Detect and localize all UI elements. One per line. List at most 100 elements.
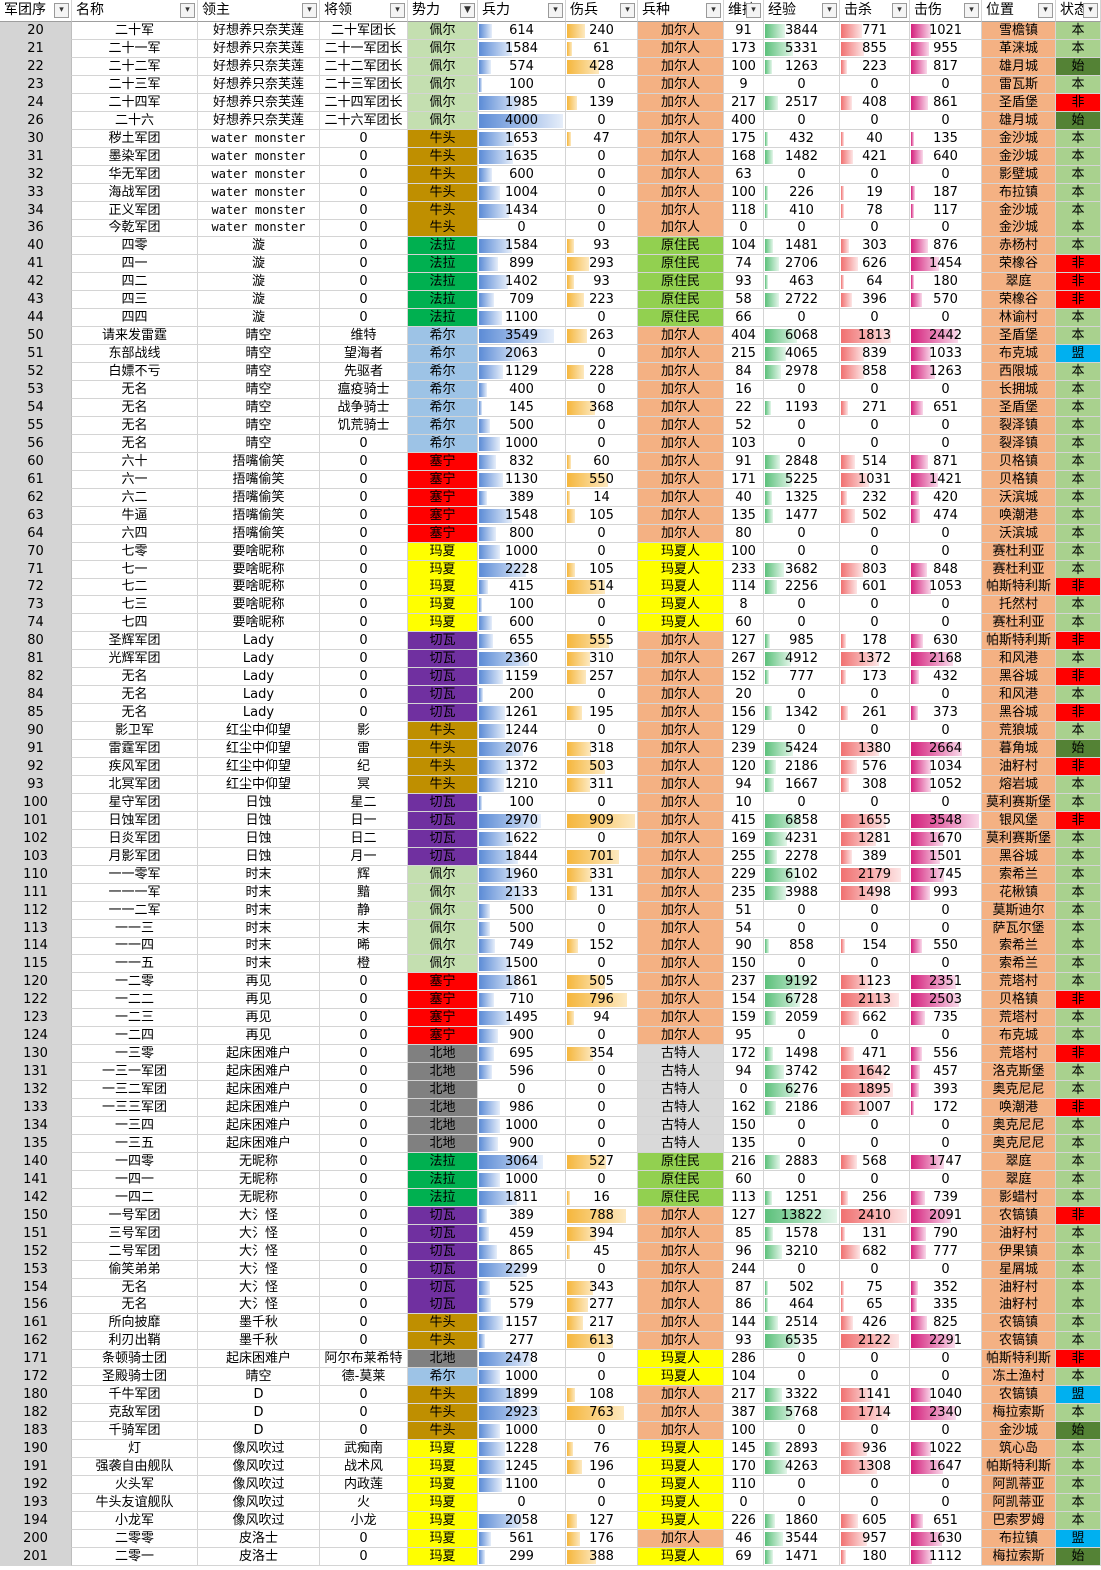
cell-location[interactable]: 荒塔村 — [982, 1009, 1056, 1028]
cell-troops[interactable]: 1228 — [478, 1440, 566, 1459]
cell-experience[interactable]: 1481 — [764, 237, 840, 256]
cell-faction[interactable]: 牛头 — [408, 1422, 478, 1441]
cell-wounds[interactable]: 1745 — [910, 865, 982, 884]
cell-troop-type[interactable]: 加尔人 — [638, 1332, 724, 1351]
cell-status[interactable]: 本 — [1056, 75, 1101, 94]
cell-experience[interactable]: 502 — [764, 1278, 840, 1297]
cell-troop-type[interactable]: 玛夏人 — [638, 560, 724, 579]
cell-experience[interactable]: 3682 — [764, 560, 840, 579]
cell-wounds[interactable]: 550 — [910, 937, 982, 956]
cell-general[interactable]: 0 — [320, 1045, 408, 1064]
cell-troops[interactable]: 596 — [478, 1063, 566, 1082]
cell-general[interactable]: 内政莲 — [320, 1475, 408, 1494]
cell-id[interactable]: 152 — [0, 1242, 72, 1261]
cell-status[interactable]: 本 — [1056, 614, 1101, 633]
cell-faction[interactable]: 希尔 — [408, 434, 478, 453]
cell-upkeep[interactable]: 226 — [724, 1511, 764, 1530]
header-experience[interactable]: 经验 ▾ — [764, 0, 840, 22]
cell-faction[interactable]: 佩尔 — [408, 883, 478, 902]
cell-upkeep[interactable]: 168 — [724, 147, 764, 166]
cell-name[interactable]: 无名 — [72, 1296, 198, 1315]
cell-location[interactable]: 圣盾堡 — [982, 398, 1056, 417]
cell-experience[interactable]: 1263 — [764, 57, 840, 76]
cell-kills[interactable]: 502 — [840, 506, 910, 525]
filter-dropdown-icon[interactable]: ▾ — [1083, 3, 1098, 18]
cell-troops[interactable]: 1500 — [478, 955, 566, 974]
cell-kills[interactable]: 0 — [840, 596, 910, 615]
cell-faction[interactable]: 希尔 — [408, 398, 478, 417]
cell-id[interactable]: 100 — [0, 793, 72, 812]
cell-lord[interactable]: 漩 — [198, 309, 320, 328]
cell-upkeep[interactable]: 215 — [724, 345, 764, 364]
cell-troops[interactable]: 2063 — [478, 345, 566, 364]
cell-location[interactable]: 洛克斯堡 — [982, 1063, 1056, 1082]
cell-name[interactable]: 六一 — [72, 470, 198, 489]
cell-lord[interactable]: 再见 — [198, 1027, 320, 1046]
cell-upkeep[interactable]: 16 — [724, 381, 764, 399]
cell-wounded[interactable]: 240 — [566, 22, 638, 40]
cell-experience[interactable]: 0 — [764, 1475, 840, 1494]
cell-upkeep[interactable]: 85 — [724, 1224, 764, 1243]
cell-lord[interactable]: 好想养只奈芙莲 — [198, 111, 320, 130]
cell-experience[interactable]: 0 — [764, 75, 840, 94]
cell-name[interactable]: 影卫军 — [72, 722, 198, 741]
cell-name[interactable]: 四三 — [72, 291, 198, 310]
cell-experience[interactable]: 3988 — [764, 883, 840, 902]
cell-id[interactable]: 41 — [0, 255, 72, 274]
cell-name[interactable]: 北冥军团 — [72, 775, 198, 794]
cell-name[interactable]: 无名 — [72, 434, 198, 453]
cell-lord[interactable]: 像风吹过 — [198, 1475, 320, 1494]
cell-troops[interactable]: 1000 — [478, 1116, 566, 1135]
cell-troop-type[interactable]: 加尔人 — [638, 470, 724, 489]
cell-status[interactable]: 本 — [1056, 955, 1101, 974]
cell-name[interactable]: 四二 — [72, 273, 198, 292]
cell-general[interactable]: 影 — [320, 722, 408, 741]
cell-faction[interactable]: 佩尔 — [408, 865, 478, 884]
cell-experience[interactable]: 2893 — [764, 1440, 840, 1459]
cell-faction[interactable]: 北地 — [408, 1099, 478, 1117]
cell-status[interactable]: 本 — [1056, 1170, 1101, 1189]
cell-troop-type[interactable]: 加尔人 — [638, 22, 724, 40]
cell-upkeep[interactable]: 100 — [724, 1422, 764, 1441]
cell-faction[interactable]: 牛头 — [408, 1386, 478, 1405]
cell-lord[interactable]: 要啥昵称 — [198, 578, 320, 597]
cell-location[interactable]: 荣橡谷 — [982, 291, 1056, 310]
cell-faction[interactable]: 希尔 — [408, 1368, 478, 1387]
cell-location[interactable]: 农镐镇 — [982, 1386, 1056, 1405]
cell-general[interactable]: 0 — [320, 1170, 408, 1189]
cell-wounds[interactable]: 777 — [910, 1242, 982, 1261]
cell-upkeep[interactable]: 80 — [724, 524, 764, 543]
cell-faction[interactable]: 佩尔 — [408, 111, 478, 130]
cell-location[interactable]: 冻土渔村 — [982, 1368, 1056, 1387]
cell-upkeep[interactable]: 235 — [724, 883, 764, 902]
cell-faction[interactable]: 法拉 — [408, 309, 478, 328]
cell-wounded[interactable]: 0 — [566, 1422, 638, 1441]
cell-wounded[interactable]: 127 — [566, 1511, 638, 1530]
cell-experience[interactable]: 0 — [764, 524, 840, 543]
cell-general[interactable]: 0 — [320, 506, 408, 525]
cell-wounds[interactable]: 420 — [910, 488, 982, 507]
cell-experience[interactable]: 6276 — [764, 1081, 840, 1100]
cell-general[interactable]: 德-莫莱 — [320, 1368, 408, 1387]
cell-general[interactable]: 0 — [320, 1332, 408, 1351]
cell-id[interactable]: 42 — [0, 273, 72, 292]
cell-faction[interactable]: 佩尔 — [408, 22, 478, 40]
cell-location[interactable]: 赛杜利亚 — [982, 560, 1056, 579]
cell-id[interactable]: 44 — [0, 309, 72, 328]
cell-general[interactable]: 0 — [320, 542, 408, 561]
cell-kills[interactable]: 0 — [840, 1422, 910, 1441]
cell-general[interactable]: 纪 — [320, 757, 408, 776]
cell-faction[interactable]: 牛头 — [408, 219, 478, 238]
cell-general[interactable]: 日二 — [320, 829, 408, 848]
cell-faction[interactable]: 北地 — [408, 1081, 478, 1100]
cell-wounds[interactable]: 640 — [910, 147, 982, 166]
cell-id[interactable]: 130 — [0, 1045, 72, 1064]
cell-wounds[interactable]: 651 — [910, 398, 982, 417]
cell-troop-type[interactable]: 玛夏人 — [638, 1493, 724, 1512]
cell-troop-type[interactable]: 加尔人 — [638, 524, 724, 543]
cell-faction[interactable]: 玛夏 — [408, 560, 478, 579]
cell-name[interactable]: 二零零 — [72, 1529, 198, 1548]
cell-experience[interactable]: 5331 — [764, 39, 840, 58]
cell-wounded[interactable]: 61 — [566, 39, 638, 58]
cell-experience[interactable]: 0 — [764, 919, 840, 938]
